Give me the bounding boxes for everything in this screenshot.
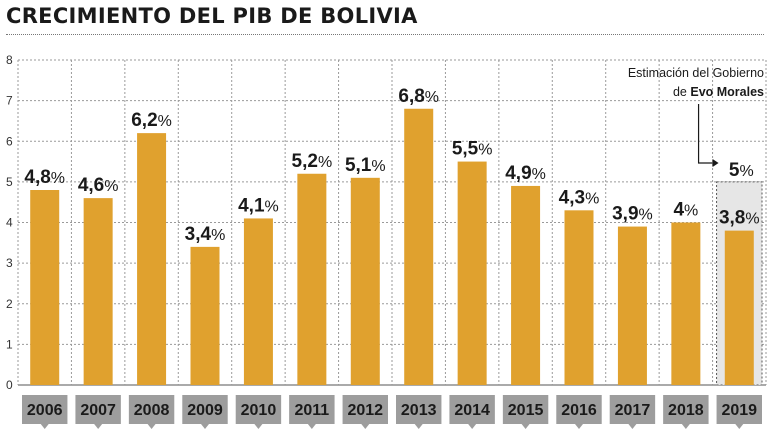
x-label-box	[556, 395, 602, 424]
bar	[724, 230, 754, 385]
data-label: 3,8%	[719, 208, 760, 229]
bar	[350, 177, 380, 385]
x-label-pointer	[361, 424, 370, 429]
x-tick-label: 2012	[347, 402, 383, 419]
data-label: 5,5%	[452, 139, 493, 160]
y-tick-label: 2	[6, 297, 13, 311]
x-label-pointer	[521, 424, 530, 429]
x-tick-label: 2016	[561, 402, 597, 419]
bar	[617, 226, 647, 385]
data-label: 6,2%	[131, 110, 172, 131]
y-tick-label: 4	[6, 216, 13, 230]
data-label: 4,1%	[238, 195, 279, 216]
x-label-pointer	[40, 424, 49, 429]
x-tick-label: 2008	[134, 402, 170, 419]
x-label-pointer	[201, 424, 209, 429]
x-tick-label: 2019	[721, 402, 757, 419]
y-tick-label: 0	[6, 378, 13, 392]
annotation-line-2: de Evo Morales	[673, 85, 764, 99]
x-label-pointer	[628, 424, 637, 429]
bar	[671, 222, 701, 385]
bar	[511, 185, 541, 385]
y-tick-label: 6	[6, 134, 13, 148]
x-label-pointer	[414, 424, 423, 429]
x-tick-label: 2011	[294, 402, 329, 419]
bar	[30, 190, 60, 385]
data-label: 4,6%	[78, 175, 119, 196]
x-label-pointer	[254, 424, 263, 429]
x-label-pointer	[468, 424, 477, 429]
x-label-box	[663, 395, 709, 424]
y-tick-label: 8	[6, 53, 13, 67]
data-label: 4,3%	[559, 187, 600, 208]
x-label-pointer	[147, 424, 156, 429]
x-label-box	[235, 395, 282, 424]
x-label-pointer	[575, 424, 583, 429]
x-label-box	[716, 395, 762, 424]
data-label: 3,4%	[185, 224, 226, 245]
data-label: 5,2%	[292, 151, 333, 172]
data-label: 4,8%	[24, 167, 65, 188]
x-tick-label: 2014	[454, 402, 490, 419]
estimate-value-label: 5%	[729, 160, 754, 181]
x-label-pointer	[735, 424, 744, 429]
x-tick-label: 2010	[241, 402, 277, 419]
title-divider	[6, 34, 764, 35]
data-label: 3,9%	[612, 204, 653, 225]
x-label-box	[342, 395, 388, 424]
x-label-box	[449, 395, 495, 424]
x-tick-label: 2018	[668, 402, 704, 419]
chart-title: CRECIMIENTO DEL PIB DE BOLIVIA	[6, 4, 418, 28]
x-label-pointer	[307, 424, 316, 429]
bar	[190, 246, 220, 385]
bar	[137, 133, 167, 385]
arrow-head-icon	[712, 159, 719, 167]
x-label-box	[289, 395, 335, 424]
x-label-box	[182, 395, 228, 424]
x-label-box	[75, 395, 121, 424]
bar	[83, 198, 113, 385]
x-tick-label: 2017	[615, 402, 651, 419]
x-label-box	[396, 395, 442, 424]
x-tick-label: 2015	[508, 402, 544, 419]
x-label-box	[128, 395, 175, 424]
x-label-box	[609, 395, 656, 424]
x-tick-label: 2013	[401, 402, 437, 419]
bar	[457, 161, 487, 385]
bar	[243, 218, 273, 385]
bar	[564, 210, 594, 385]
arrow-line	[697, 104, 713, 164]
data-label: 4%	[673, 200, 698, 221]
x-label-pointer	[681, 424, 690, 429]
data-label: 5,1%	[345, 155, 386, 176]
y-tick-label: 5	[6, 175, 13, 189]
x-label-box	[502, 395, 549, 424]
x-label-box	[22, 395, 68, 424]
x-label-pointer	[94, 424, 103, 429]
x-tick-label: 2006	[27, 402, 63, 419]
bar	[404, 108, 434, 385]
data-label: 4,9%	[505, 163, 546, 184]
x-tick-label: 2009	[187, 402, 223, 419]
y-tick-label: 3	[6, 256, 13, 270]
bar	[297, 173, 327, 385]
y-tick-label: 1	[6, 337, 13, 351]
x-tick-label: 2007	[80, 402, 116, 419]
data-label: 6,8%	[398, 86, 439, 107]
annotation-line-1: Estimación del Gobierno	[628, 66, 764, 80]
y-tick-label: 7	[6, 94, 13, 108]
